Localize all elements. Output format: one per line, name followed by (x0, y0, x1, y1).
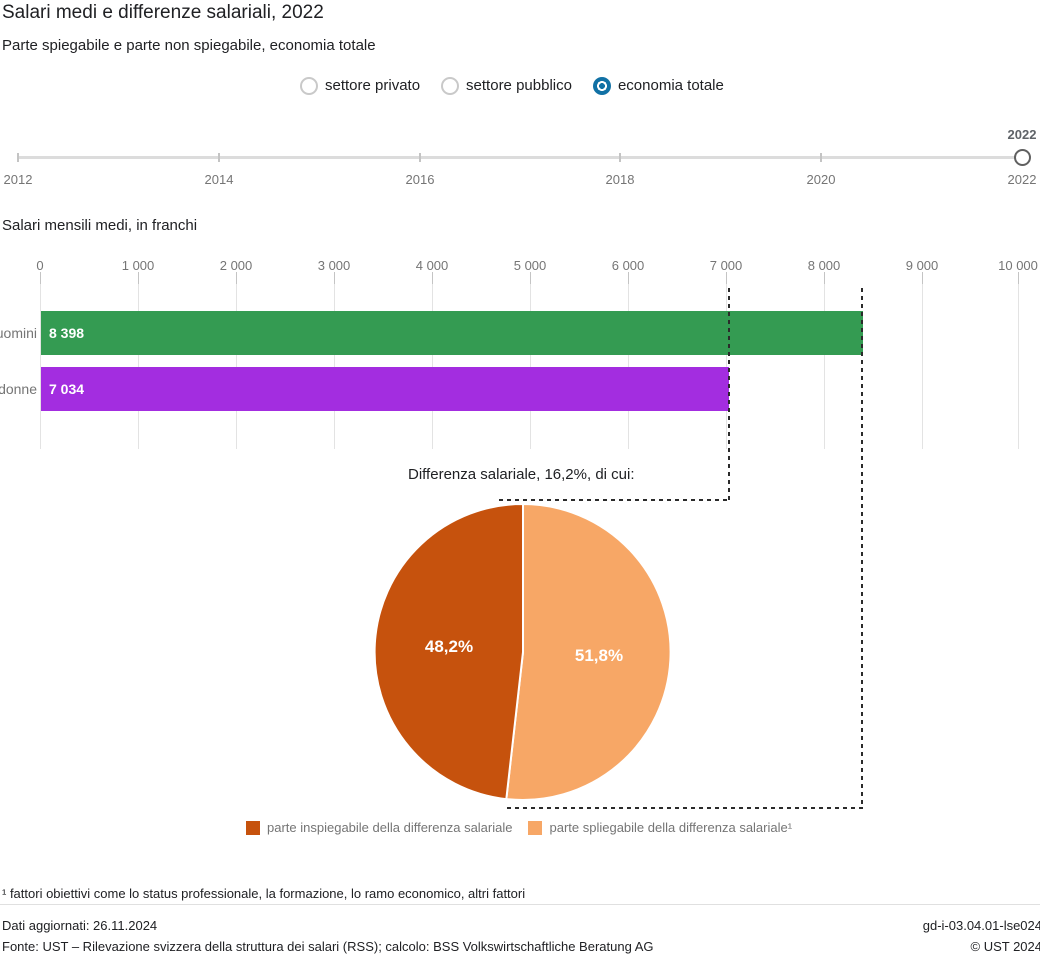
page-title: Salari medi e differenze salariali, 2022 (2, 2, 324, 23)
x-axis-tick (922, 272, 923, 284)
connector-line-donne-horizontal (499, 499, 729, 501)
x-axis-tick-label: 4 000 (415, 258, 449, 273)
x-axis-tick (824, 272, 825, 284)
gridline (432, 284, 433, 449)
x-axis-tick-label: 3 000 (317, 258, 351, 273)
bar-value-donne: 7 034 (49, 381, 85, 397)
footer-updated: Dati aggiornati: 26.11.2024 (2, 918, 158, 933)
radio-unselected-icon (441, 77, 460, 95)
gridline (236, 284, 237, 449)
footer-divider (0, 904, 1040, 905)
slider-track[interactable] (18, 156, 1022, 159)
radio-selected-icon (592, 77, 611, 95)
x-axis-tick (628, 272, 629, 284)
slider-year-label: 2016 (405, 172, 435, 187)
pie-slice-label-explained: 51,8% (574, 646, 624, 665)
radio-economia-totale[interactable]: economia totale (592, 76, 724, 96)
legend-swatch-explained (528, 820, 543, 835)
bar-uomini[interactable]: 8 398 (41, 311, 863, 355)
gridline (334, 284, 335, 449)
bar-category-label-donne: donne (0, 381, 37, 397)
x-axis-tick (334, 272, 335, 284)
radio-unselected-icon (300, 77, 318, 95)
gridline (1018, 284, 1019, 449)
slider-year-label: 2022 (1007, 172, 1037, 187)
sector-filter: settore privato settore pubblico economi… (300, 76, 724, 96)
page-subtitle: Parte spiegabile e parte non spiegabile,… (2, 37, 376, 54)
x-axis-tick (432, 272, 433, 284)
x-axis-tick-label: 0 (36, 258, 44, 273)
x-axis-tick-label: 8 000 (807, 258, 841, 273)
radio-label-settore-pubblico: settore pubblico (466, 77, 572, 94)
footnote: ¹ fattori obiettivi come lo status profe… (2, 886, 526, 901)
gridline (726, 284, 727, 449)
bar-donne[interactable]: 7 034 (41, 367, 729, 411)
gridline (824, 284, 825, 449)
slider-tick (218, 153, 220, 162)
x-axis-tick (726, 272, 727, 284)
pie-slice-unexplained[interactable] (375, 504, 524, 800)
legend-item-unexplained[interactable]: parte inspiegabile della differenza sala… (246, 820, 512, 835)
x-axis-tick (1018, 272, 1019, 284)
gridline (530, 284, 531, 449)
gridline (628, 284, 629, 449)
slider-tick (419, 153, 421, 162)
x-axis-tick-label: 5 000 (513, 258, 547, 273)
radio-label-economia-totale: economia totale (617, 77, 724, 94)
x-axis-tick-label: 10 000 (998, 258, 1038, 273)
slider-year-label: 2020 (806, 172, 836, 187)
slider-year-label: 2012 (3, 172, 33, 187)
legend-item-explained[interactable]: parte spliegabile della differenza salar… (528, 820, 792, 835)
connector-line-uomini-vertical (861, 288, 863, 808)
pie-legend: parte inspiegabile della differenza sala… (246, 820, 792, 835)
slider-tick (820, 153, 822, 162)
pie-slice-label-unexplained: 48,2% (424, 637, 474, 656)
radio-settore-privato[interactable]: settore privato (300, 76, 420, 96)
radio-settore-pubblico[interactable]: settore pubblico (441, 76, 572, 96)
x-axis-tick (236, 272, 237, 284)
pie-chart (375, 504, 671, 800)
footer-copyright: © UST 2024 (970, 939, 1040, 954)
x-axis-tick (138, 272, 139, 284)
slider-selected-year: 2022 (1007, 127, 1037, 142)
gridline (922, 284, 923, 449)
slider-year-label: 2018 (605, 172, 635, 187)
pie-chart-title: Differenza salariale, 16,2%, di cui: (408, 466, 635, 483)
footer-reference: gd-i-03.04.01-lse024 (922, 918, 1040, 933)
gridline (138, 284, 139, 449)
connector-line-donne-vertical (728, 288, 730, 500)
slider-year-label: 2014 (204, 172, 234, 187)
x-axis-tick (40, 272, 41, 284)
connector-line-uomini-horizontal (507, 807, 863, 809)
x-axis-tick-label: 1 000 (121, 258, 155, 273)
slider-handle[interactable] (1014, 149, 1031, 166)
bar-category-label-uomini: uomini (0, 325, 37, 341)
bar-value-uomini: 8 398 (49, 325, 85, 341)
slider-tick (17, 153, 19, 162)
pie-slice-explained[interactable] (505, 504, 671, 800)
legend-label-unexplained: parte inspiegabile della differenza sala… (267, 820, 513, 835)
x-axis-tick (530, 272, 531, 284)
x-axis-tick-label: 2 000 (219, 258, 253, 273)
x-axis-tick-label: 7 000 (709, 258, 743, 273)
slider-tick (619, 153, 621, 162)
radio-label-settore-privato: settore privato (325, 77, 421, 94)
legend-swatch-unexplained (246, 820, 260, 835)
legend-label-explained: parte spliegabile della differenza salar… (549, 820, 793, 835)
x-axis-tick-label: 6 000 (611, 258, 645, 273)
bar-chart-title: Salari mensili medi, in franchi (2, 217, 198, 234)
gridline (40, 284, 41, 449)
footer-source: Fonte: UST – Rilevazione svizzera della … (2, 939, 654, 954)
x-axis-tick-label: 9 000 (905, 258, 939, 273)
